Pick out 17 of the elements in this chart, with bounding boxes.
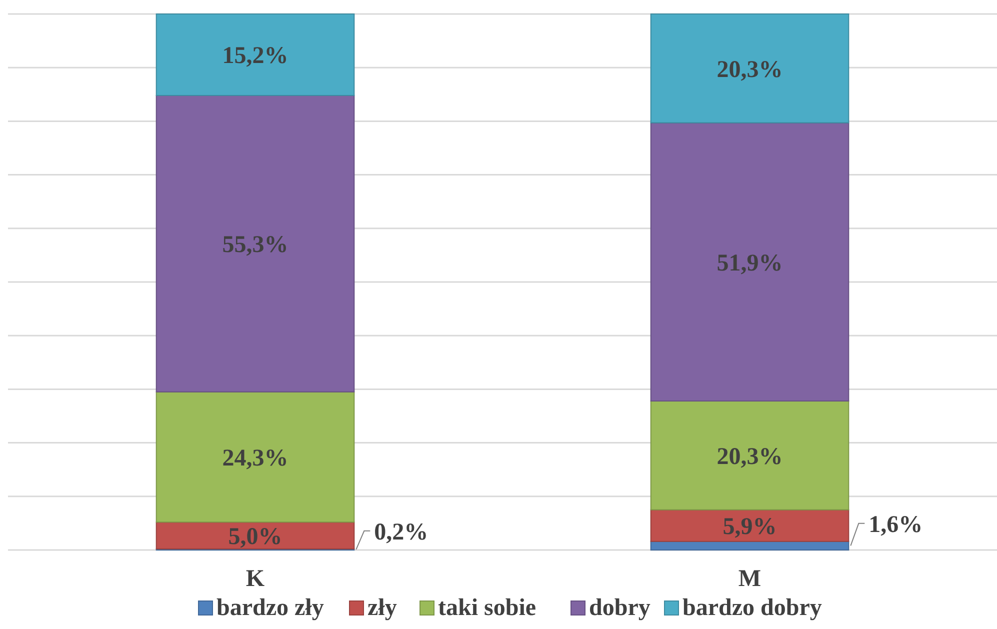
data-label: 20,3% [716, 444, 783, 470]
legend-label: bardzo dobry [682, 595, 822, 621]
data-label: 55,3% [222, 232, 288, 258]
legend-label: dobry [589, 595, 650, 621]
data-label: 20,3% [716, 56, 783, 83]
data-label: 0,2% [374, 519, 428, 546]
data-label: 24,3% [222, 445, 288, 472]
legend-label: zły [368, 595, 397, 621]
data-label: 51,9% [716, 250, 783, 276]
data-label: 15,2% [222, 43, 288, 70]
legend-label: bardzo zły [216, 595, 324, 621]
legend-label: taki sobie [438, 595, 536, 621]
data-label: 5,9% [722, 514, 777, 540]
x-tick-label: M [738, 566, 762, 592]
data-label: 5,0% [228, 524, 282, 550]
data-label: 1,6% [868, 512, 923, 538]
x-tick-label: K [246, 566, 265, 592]
